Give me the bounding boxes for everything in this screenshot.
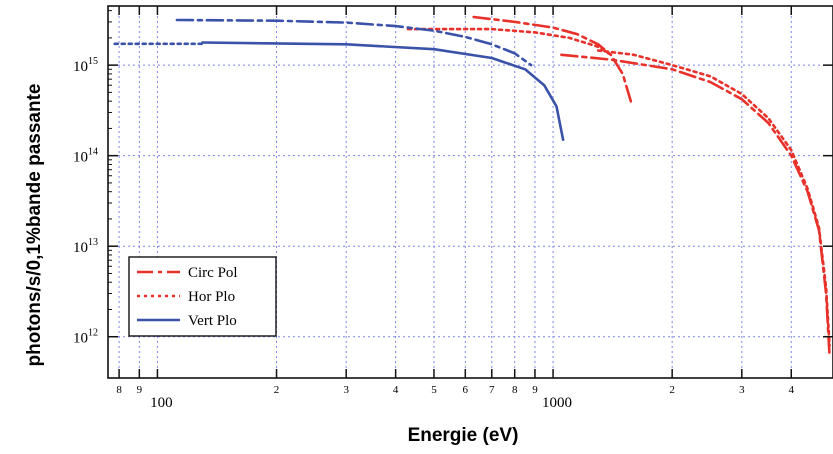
legend-label: Hor Plo <box>188 289 235 305</box>
x-minor-tick-label: 3 <box>739 384 745 396</box>
x-minor-tick-label: 4 <box>393 384 399 396</box>
legend: Circ Pol Hor Plo Vert Plo <box>128 256 277 337</box>
x-minor-tick-label: 7 <box>489 384 495 396</box>
x-minor-tick-label: 2 <box>274 384 280 396</box>
series-line-hor-plo <box>406 27 613 57</box>
y-tick-label: 1014 <box>73 147 98 166</box>
series-line-vert-plo <box>201 41 565 141</box>
legend-items: Circ Pol Hor Plo Vert Plo <box>137 265 238 329</box>
x-minor-tick-label: 8 <box>116 384 122 396</box>
legend-label: Vert Plo <box>188 313 237 329</box>
series-line-vert-plo <box>175 18 533 67</box>
x-major-tick-label: 100 <box>150 395 173 411</box>
x-minor-tick-label: 2 <box>669 384 675 396</box>
x-minor-tick-label: 8 <box>512 384 518 396</box>
y-axis-label: photons/s/0,1%bande passante <box>24 84 45 367</box>
x-minor-tick-label: 6 <box>463 384 469 396</box>
x-minor-tick-label: 4 <box>789 384 795 396</box>
series-line-hor-plo <box>596 49 831 347</box>
x-axis-label: Energie (eV) <box>408 425 519 446</box>
y-tick-label: 1012 <box>73 328 98 347</box>
legend-label: Circ Pol <box>188 265 238 281</box>
ticks <box>108 6 833 378</box>
x-minor-tick-label: 9 <box>137 384 143 396</box>
y-tick-label: 1015 <box>73 56 98 75</box>
x-major-tick-label: 1000 <box>542 395 572 411</box>
x-minor-tick-label: 3 <box>343 384 349 396</box>
x-minor-tick-label: 9 <box>532 384 538 396</box>
y-tick-label: 1013 <box>73 237 98 256</box>
series-line-circ-pol <box>472 15 634 106</box>
series-line-circ-pol <box>560 53 831 359</box>
x-minor-tick-label: 5 <box>431 384 437 396</box>
series-layer <box>113 15 831 359</box>
